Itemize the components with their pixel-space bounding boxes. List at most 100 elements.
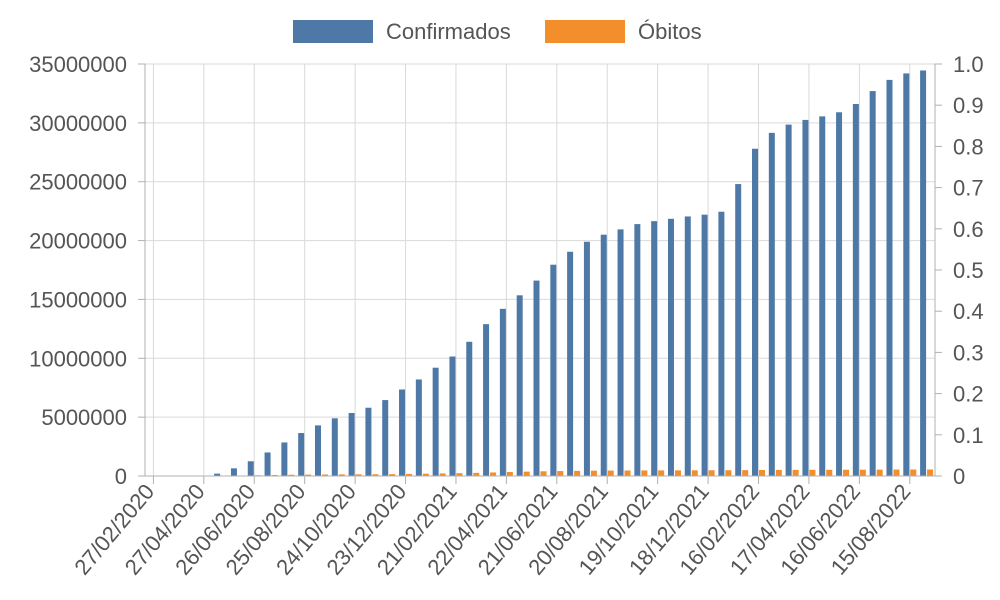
legend-label-obitos: Óbitos: [638, 19, 702, 44]
bar-obitos: [809, 469, 816, 476]
bar-confirmados: [365, 407, 372, 476]
bar-obitos: [742, 470, 749, 476]
legend: Confirmados Óbitos: [293, 19, 702, 44]
y-left-tick-label: 35000000: [29, 52, 127, 77]
bar-confirmados: [903, 73, 910, 476]
y-right-tick-label: 0: [953, 464, 965, 489]
legend-label-confirmados: Confirmados: [386, 19, 511, 44]
bar-confirmados: [550, 264, 557, 476]
x-axis: 27/02/202027/04/202026/06/202025/08/2020…: [69, 476, 916, 580]
y-right-tick-label: 0.4: [953, 299, 984, 324]
bar-obitos: [607, 470, 614, 476]
bar-confirmados: [298, 433, 305, 476]
bar-obitos: [590, 470, 597, 476]
bar-obitos: [658, 470, 665, 476]
bar-obitos: [456, 473, 463, 476]
bar-obitos: [355, 474, 362, 476]
y-right-tick-label: 0.5: [953, 258, 984, 283]
y-right-tick-label: 0.2: [953, 382, 984, 407]
bar-obitos: [338, 474, 345, 476]
bar-confirmados: [516, 295, 523, 476]
bar-obitos: [305, 474, 312, 476]
axes: [144, 64, 936, 477]
bar-obitos: [893, 469, 900, 476]
bar-confirmados: [314, 425, 321, 476]
bar-obitos: [826, 469, 833, 476]
bar-confirmados: [836, 112, 843, 477]
bar-confirmados: [852, 104, 859, 476]
bar-obitos: [439, 473, 446, 476]
bar-confirmados: [634, 224, 641, 476]
bar-confirmados: [499, 308, 506, 476]
bar-obitos: [927, 469, 934, 476]
bar-confirmados: [449, 356, 456, 476]
bar-confirmados: [583, 241, 590, 476]
bar-obitos: [406, 473, 413, 476]
bar-confirmados: [382, 400, 389, 476]
y-left-tick-label: 15000000: [29, 287, 127, 312]
y-axis-left: 0 5000000 10000000 15000000 20000000 25000000…: [29, 52, 145, 489]
bar-obitos: [540, 471, 547, 476]
bar-confirmados: [617, 229, 624, 476]
bar-confirmados: [651, 221, 658, 476]
legend-swatch-obitos: [545, 20, 625, 43]
bar-confirmados: [718, 211, 725, 476]
bar-obitos: [422, 473, 429, 476]
bar-confirmados: [819, 116, 826, 476]
bar-obitos: [372, 474, 379, 476]
bar-confirmados: [768, 132, 775, 476]
bar-confirmados: [432, 367, 439, 476]
y-left-tick-label: 10000000: [29, 346, 127, 371]
bar-obitos: [523, 471, 530, 476]
bar-confirmados: [667, 218, 674, 476]
bar-confirmados: [567, 251, 574, 476]
bar-obitos: [859, 469, 866, 476]
bar-obitos: [876, 469, 883, 476]
y-axis-right: 0 0.1 0.2 0.3 0.4 0.5 0.6 0.7 0.8 0.9 1.0: [935, 52, 984, 489]
bar-confirmados: [701, 214, 708, 476]
series-confirmados: [214, 70, 927, 477]
bar-confirmados: [802, 119, 809, 477]
y-right-tick-label: 1.0: [953, 52, 984, 77]
bar-confirmados: [752, 148, 759, 477]
bar-confirmados: [785, 124, 792, 476]
bar-confirmados: [483, 324, 490, 476]
bar-confirmados: [214, 473, 221, 476]
bar-obitos: [843, 469, 850, 476]
bar-obitos: [288, 474, 295, 476]
bar-obitos: [473, 472, 480, 476]
grid: [145, 63, 935, 477]
bar-obitos: [775, 469, 782, 476]
bar-obitos: [725, 470, 732, 476]
y-left-tick-label: 25000000: [29, 170, 127, 195]
bar-confirmados: [466, 341, 473, 476]
bar-confirmados: [331, 418, 338, 476]
bar-obitos: [321, 474, 328, 476]
bar-obitos: [708, 470, 715, 476]
bar-confirmados: [886, 79, 893, 477]
bar-obitos: [910, 469, 917, 476]
bar-confirmados: [869, 91, 876, 477]
bar-obitos: [574, 470, 581, 476]
y-left-tick-label: 0: [115, 464, 127, 489]
y-left-tick-label: 5000000: [41, 405, 127, 430]
bar-confirmados: [230, 468, 237, 476]
y-right-tick-label: 0.6: [953, 217, 984, 242]
bar-obitos: [271, 474, 278, 476]
bar-obitos: [691, 470, 698, 476]
bar-confirmados: [264, 452, 271, 476]
legend-swatch-confirmados: [293, 20, 373, 43]
bar-obitos: [674, 470, 681, 476]
bar-confirmados: [348, 413, 355, 476]
y-right-tick-label: 0.3: [953, 340, 984, 365]
bar-confirmados: [920, 70, 927, 476]
y-right-tick-label: 0.9: [953, 93, 984, 118]
y-left-tick-label: 30000000: [29, 111, 127, 136]
bar-confirmados: [735, 184, 742, 476]
bar-obitos: [506, 472, 513, 476]
bar-confirmados: [533, 280, 540, 476]
bar-obitos: [557, 471, 564, 476]
bar-obitos: [759, 470, 766, 476]
y-right-tick-label: 0.1: [953, 423, 984, 448]
